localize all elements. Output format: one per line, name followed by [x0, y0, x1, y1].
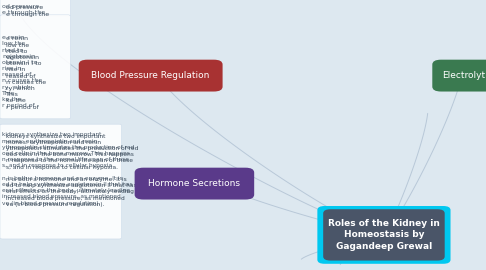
- FancyBboxPatch shape: [0, 124, 122, 239]
- FancyBboxPatch shape: [0, 15, 70, 119]
- Text: kidneys synthesize two important
mones: erythropoietin and renin
ythropoietin st: kidneys synthesize two important mones: …: [6, 134, 139, 207]
- FancyBboxPatch shape: [79, 60, 223, 92]
- Text: kidneys synthesize two important
mones: erythropoietin and renin
ythropoietin st: kidneys synthesize two important mones: …: [2, 132, 135, 205]
- FancyBboxPatch shape: [323, 209, 445, 261]
- FancyBboxPatch shape: [433, 60, 486, 92]
- FancyBboxPatch shape: [317, 206, 451, 264]
- FancyBboxPatch shape: [135, 168, 254, 200]
- FancyBboxPatch shape: [0, 0, 70, 16]
- Text: Hormone Secretions: Hormone Secretions: [148, 179, 241, 188]
- Text: e renin
low the
rted to
ngiotensin
otensin I to
rise in
reased of
n causes the
r: e renin low the rted to ngiotensin otens…: [2, 35, 43, 108]
- Text: Blood Pressure Regulation: Blood Pressure Regulation: [91, 71, 210, 80]
- Text: Electrolyt: Electrolyt: [443, 71, 486, 80]
- Text: Roles of the Kidney in
Homeostasis by
Gagandeep Grewal: Roles of the Kidney in Homeostasis by Ga…: [328, 219, 440, 251]
- Text: od pressure
e through the: od pressure e through the: [6, 5, 50, 16]
- Text: od pressure
e through the: od pressure e through the: [2, 4, 46, 15]
- Text: e renin
low the
rted to
ngiotensin
otensin I to
rise in
reased of
n causes the
r: e renin low the rted to ngiotensin otens…: [6, 36, 47, 110]
